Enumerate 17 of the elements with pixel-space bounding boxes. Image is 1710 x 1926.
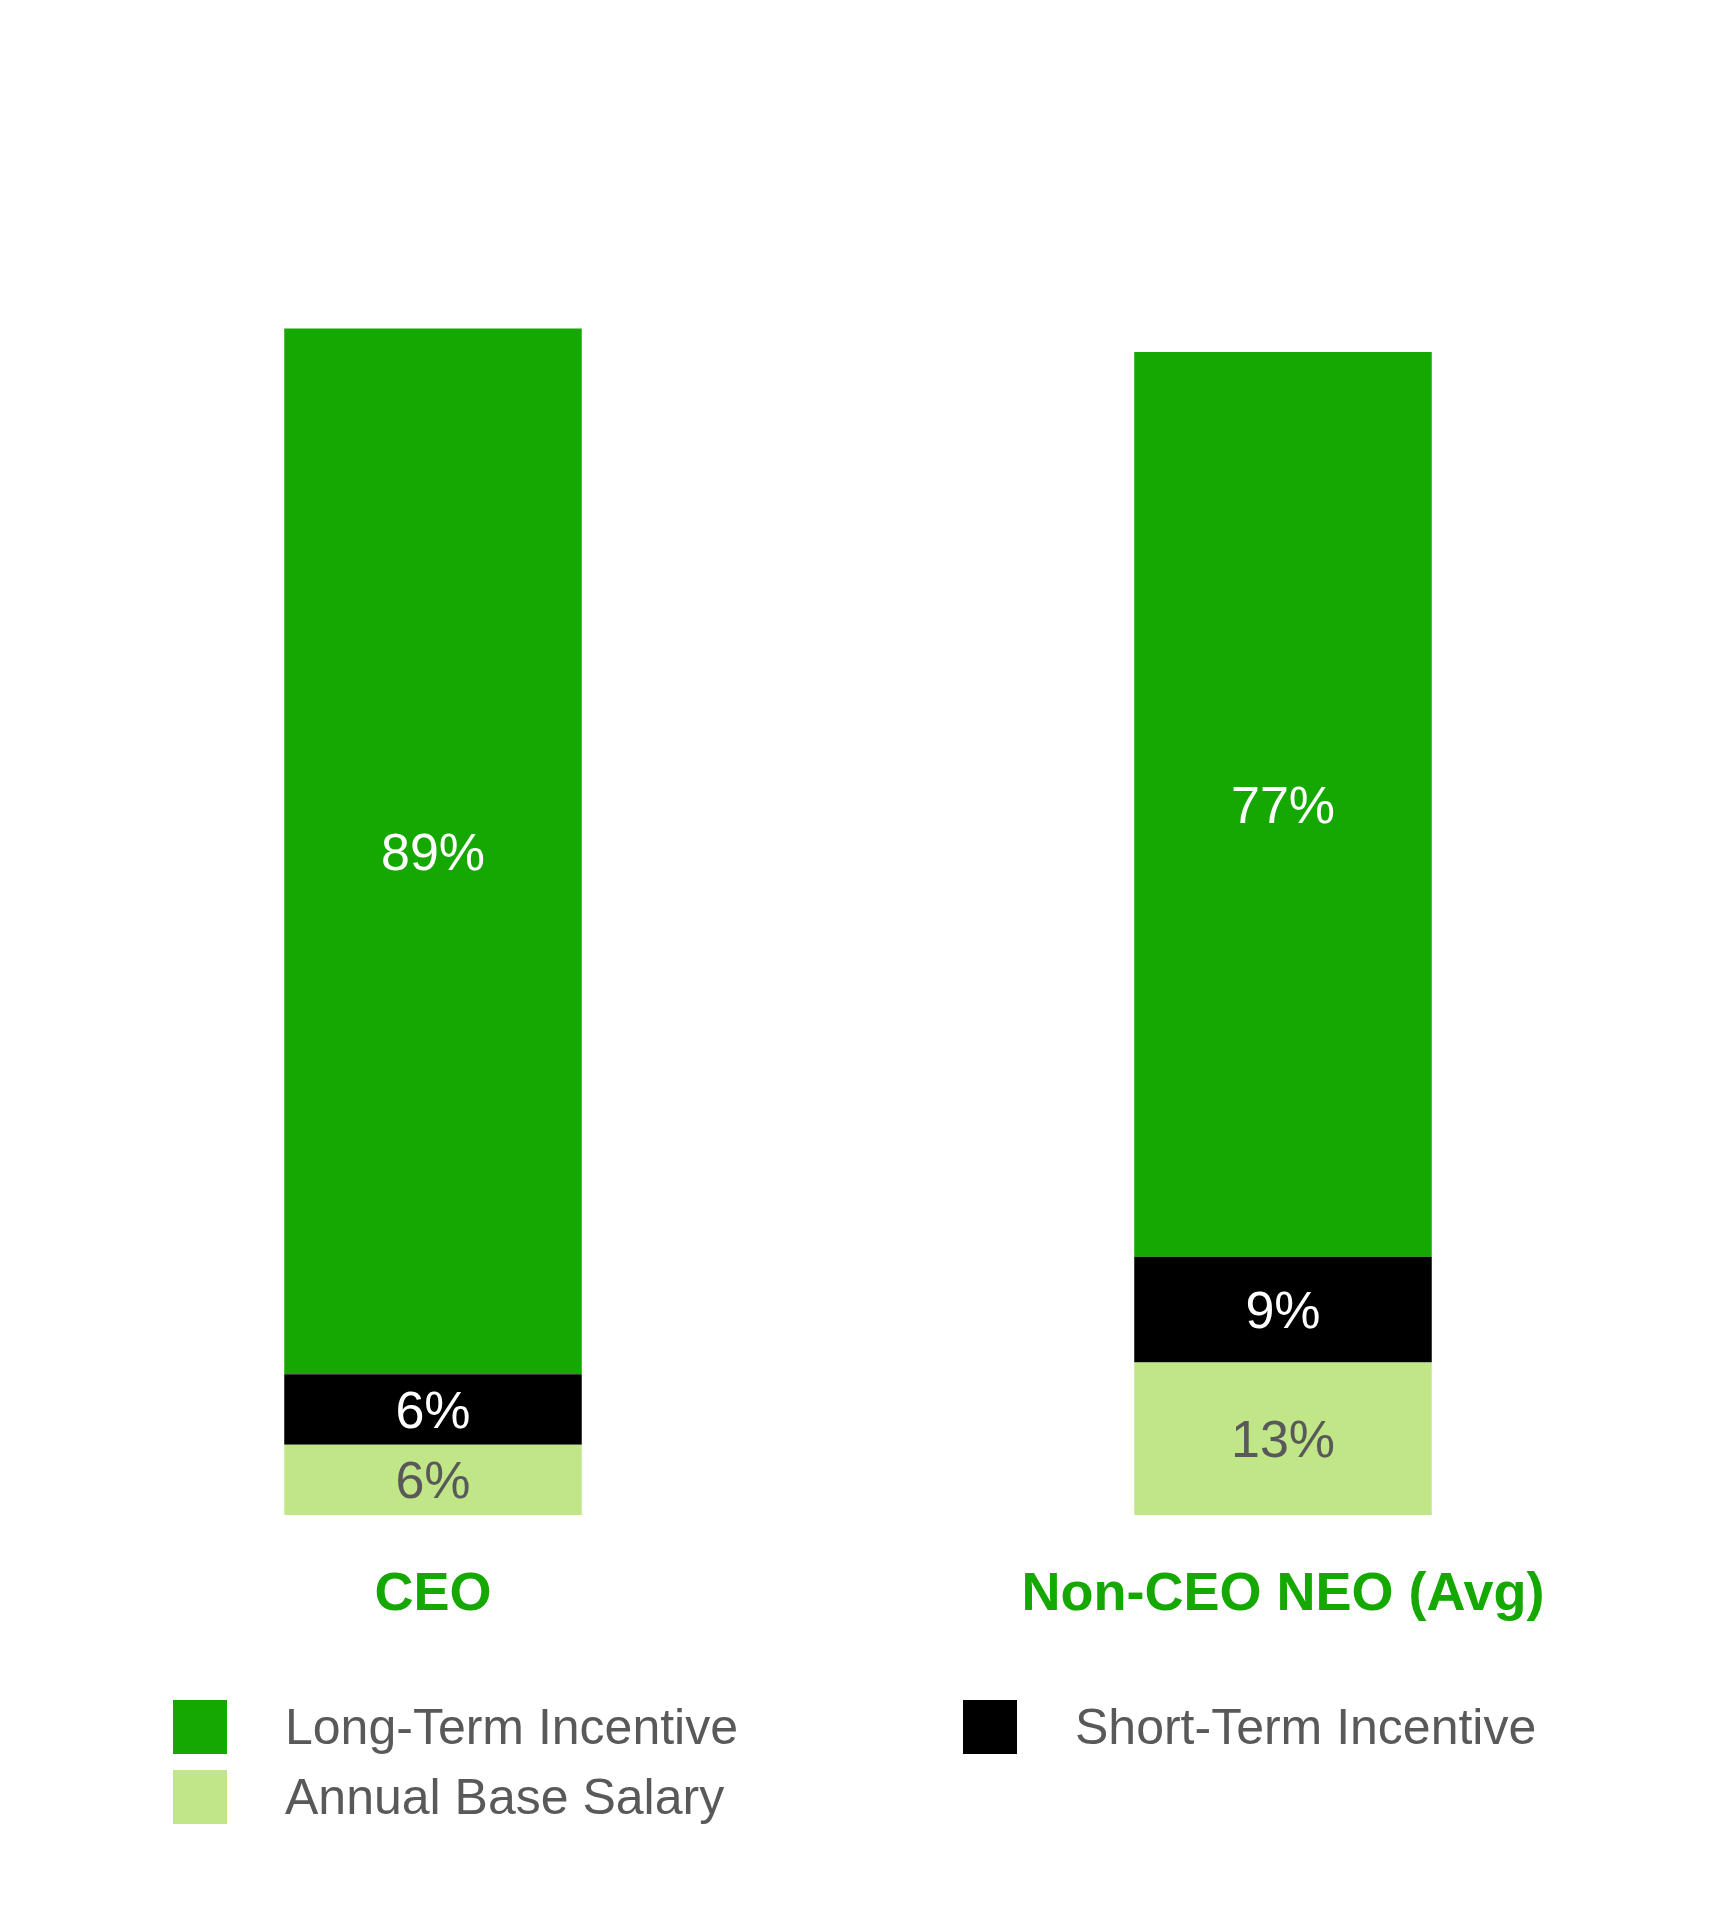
data-label: 13% [1230, 1410, 1336, 1469]
x-tick-label: Non-CEO NEO (Avg) [1021, 1561, 1545, 1622]
bar [284, 328, 582, 1375]
bar [1134, 351, 1432, 1257]
data-label: 6% [395, 1380, 471, 1439]
data-label: 89% [380, 822, 486, 881]
x-tick-label: CEO [374, 1561, 492, 1622]
bar [284, 1374, 582, 1445]
bar [284, 1444, 582, 1516]
legend-label: Annual Base Salary [285, 1768, 725, 1826]
legend-label: Long-Term Incentive [285, 1698, 739, 1756]
data-label: 77% [1230, 775, 1336, 834]
legend-label: Short-Term Incentive [1075, 1698, 1537, 1756]
bar [1134, 1256, 1432, 1363]
data-label: 6% [395, 1451, 471, 1510]
bar [1134, 1362, 1432, 1516]
data-label: 9% [1245, 1280, 1321, 1339]
